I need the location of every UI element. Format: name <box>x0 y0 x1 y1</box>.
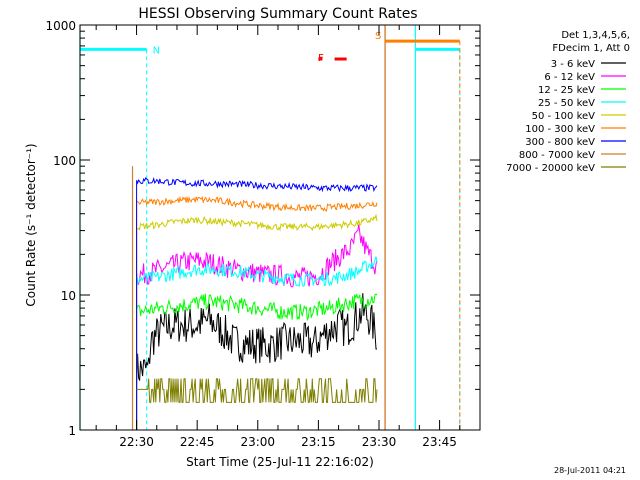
chart-title: HESSI Observing Summary Count Rates <box>138 6 417 22</box>
x-tick-label: 23:00 <box>240 435 275 449</box>
axes: 1 10 100 1000 22:30 22:45 23:00 23:15 23:30 23:45 <box>45 19 481 449</box>
legend-entry-label-5: 100 - 300 keV <box>525 124 595 135</box>
legend-entry-label-7: 800 - 7000 keV <box>519 150 595 161</box>
x-tick-label: 22:45 <box>180 435 215 449</box>
x-axis-label: Start Time (25-Jul-11 22:16:02) <box>186 455 374 469</box>
y-axis-label: Count Rate (s⁻¹ detector⁻¹) <box>24 143 38 306</box>
band-label-0: N <box>153 45 160 56</box>
y-tick-label: 10 <box>61 289 76 303</box>
legend-entry-label-8: 7000 - 20000 keV <box>506 163 595 174</box>
y-tick-label: 1000 <box>45 19 76 33</box>
x-tick-label: 23:45 <box>422 435 457 449</box>
series-line-5 <box>136 195 378 430</box>
legend-header-line-0: Det 1,3,4,5,6, <box>561 30 630 41</box>
series-line-6 <box>136 176 378 430</box>
series-line-4 <box>136 213 378 430</box>
legend-entry-label-1: 6 - 12 keV <box>544 72 595 83</box>
x-tick-label: 22:30 <box>119 435 154 449</box>
legend: Det 1,3,4,5,6, FDecim 1, Att 0 3 - 6 keV 6 … <box>506 30 630 174</box>
x-tick-label: 23:15 <box>301 435 336 449</box>
series-line-8 <box>136 378 378 403</box>
series-line-3 <box>136 256 378 430</box>
series-line-1 <box>136 224 378 430</box>
plot-area: NSF <box>79 25 461 430</box>
series-line-0 <box>136 293 377 430</box>
legend-header-line-1: FDecim 1, Att 0 <box>552 43 630 54</box>
y-tick-label: 100 <box>53 154 76 168</box>
series-line-2 <box>136 292 378 430</box>
x-tick-label: 23:30 <box>362 435 397 449</box>
legend-entry-label-3: 25 - 50 keV <box>538 98 595 109</box>
legend-entry-label-6: 300 - 800 keV <box>525 137 595 148</box>
y-tick-label: 1 <box>68 424 76 438</box>
plot-frame <box>79 24 481 431</box>
legend-entry-label-0: 3 - 6 keV <box>551 59 595 70</box>
legend-entry-label-4: 50 - 100 keV <box>532 111 596 122</box>
legend-entry-label-2: 12 - 25 keV <box>538 85 595 96</box>
band-label-1: S <box>375 31 381 42</box>
footer-timestamp: 28-Jul-2011 04:21 <box>554 466 626 475</box>
